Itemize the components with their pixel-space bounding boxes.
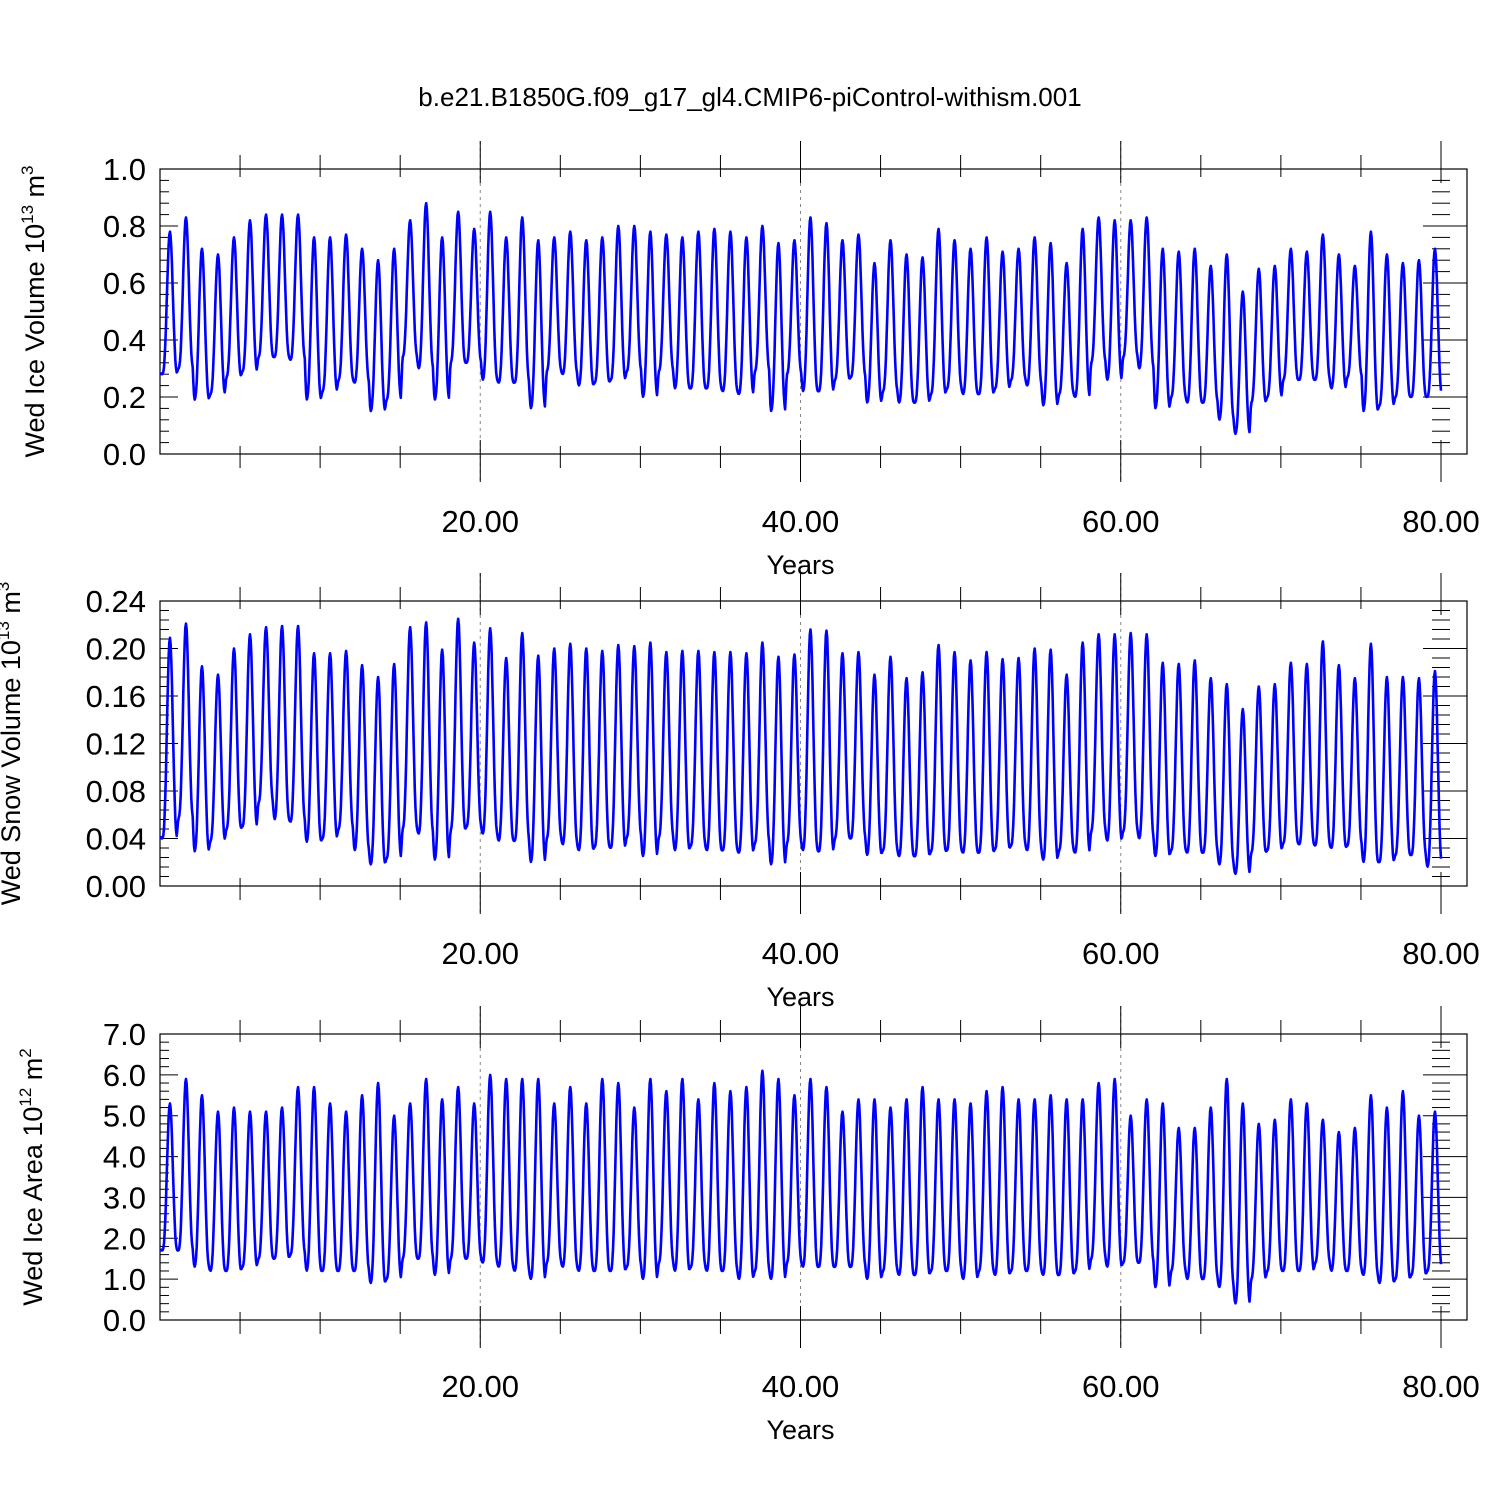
y-tick-label: 0.4	[103, 323, 146, 358]
y-axis-title-unit: m	[18, 1058, 48, 1088]
y-axis-title: Wed Snow Volume 1013 m3	[0, 582, 26, 906]
x-tick-label: 20.00	[441, 936, 519, 971]
y-tick-label: 5.0	[103, 1099, 146, 1134]
x-tick-label: 40.00	[762, 1369, 840, 1404]
y-axis-title-unit: m	[0, 591, 26, 621]
y-tick-label: 1.0	[103, 1262, 146, 1297]
chart-panel-2: 0.00 0.04 0.08 0.12 0.16 0.20 0.24 20.00 40.00 60…	[0, 573, 1480, 1012]
y-tick-label: 0.20	[86, 632, 146, 667]
y-tick-label: 0.6	[103, 266, 146, 301]
x-tick-label: 60.00	[1082, 936, 1160, 971]
y-tick-label: 7.0	[103, 1017, 146, 1052]
chart-title: b.e21.B1850G.f09_g17_gl4.CMIP6-piControl…	[418, 82, 1081, 112]
y-tick-label: 0.08	[86, 774, 146, 809]
y-tick-label: 0.04	[86, 822, 146, 857]
series-line	[159, 201, 1443, 436]
y-axis-title-text: Wed Snow Volume 10	[0, 640, 26, 905]
chart-panel-1: 0.00.20.40.60.81.020.00 40.00 60.00 80.00Ye…	[18, 141, 1480, 580]
x-tick-label: 40.00	[762, 936, 840, 971]
y-tick-label: 0.16	[86, 679, 146, 714]
x-tick-label: 80.00	[1402, 1369, 1480, 1404]
y-tick-label: 0.0	[103, 1303, 146, 1338]
x-tick-label: 20.00	[441, 504, 519, 539]
x-tick-label: 60.00	[1082, 1369, 1160, 1404]
chart-panel-3: 0.0 1.0 2.0 3.0 4.0 5.0 6.0 7.0 20.00 40.00 60.00 8…	[16, 1006, 1480, 1445]
y-tick-label: 1.0	[103, 152, 146, 187]
plot-frame	[159, 168, 1468, 455]
y-axis-title-unit: m	[20, 175, 50, 205]
y-axis-title-text: Wed Ice Area 10	[18, 1107, 48, 1306]
y-tick-label: 0.2	[103, 380, 146, 415]
y-tick-label: 0.12	[86, 727, 146, 762]
y-axis-title-exponent: 13	[0, 621, 13, 640]
y-axis-title-text: Wed Ice Volume 10	[20, 224, 50, 458]
y-axis-title-unit-exponent: 3	[0, 582, 13, 591]
y-axis-title-unit-exponent: 3	[18, 165, 37, 174]
y-tick-label: 6.0	[103, 1058, 146, 1093]
x-axis-title: Years	[766, 1415, 834, 1445]
y-axis-title-unit-exponent: 2	[16, 1048, 35, 1057]
y-tick-label: 2.0	[103, 1221, 146, 1256]
series-line	[159, 1069, 1443, 1305]
y-tick-label: 0.24	[86, 584, 146, 619]
x-tick-label: 40.00	[762, 504, 840, 539]
y-tick-label: 3.0	[103, 1180, 146, 1215]
x-tick-label: 80.00	[1402, 504, 1480, 539]
x-tick-label: 80.00	[1402, 936, 1480, 971]
y-axis-title: Wed Ice Area 1012 m2	[16, 1048, 48, 1306]
y-axis-title: Wed Ice Volume 1013 m3	[18, 165, 50, 457]
y-axis-title-exponent: 13	[18, 205, 37, 224]
chart-panels: 0.00.20.40.60.81.020.00 40.00 60.00 80.00Ye…	[0, 141, 1480, 1445]
y-tick-label: 0.0	[103, 437, 146, 472]
y-tick-label: 4.0	[103, 1140, 146, 1175]
x-tick-label: 60.00	[1082, 504, 1160, 539]
y-tick-label: 0.8	[103, 209, 146, 244]
series-line	[159, 617, 1443, 876]
x-tick-label: 20.00	[441, 1369, 519, 1404]
y-axis-title-exponent: 12	[16, 1088, 35, 1107]
plot-frame	[159, 1033, 1468, 1321]
y-tick-label: 0.00	[86, 869, 146, 904]
